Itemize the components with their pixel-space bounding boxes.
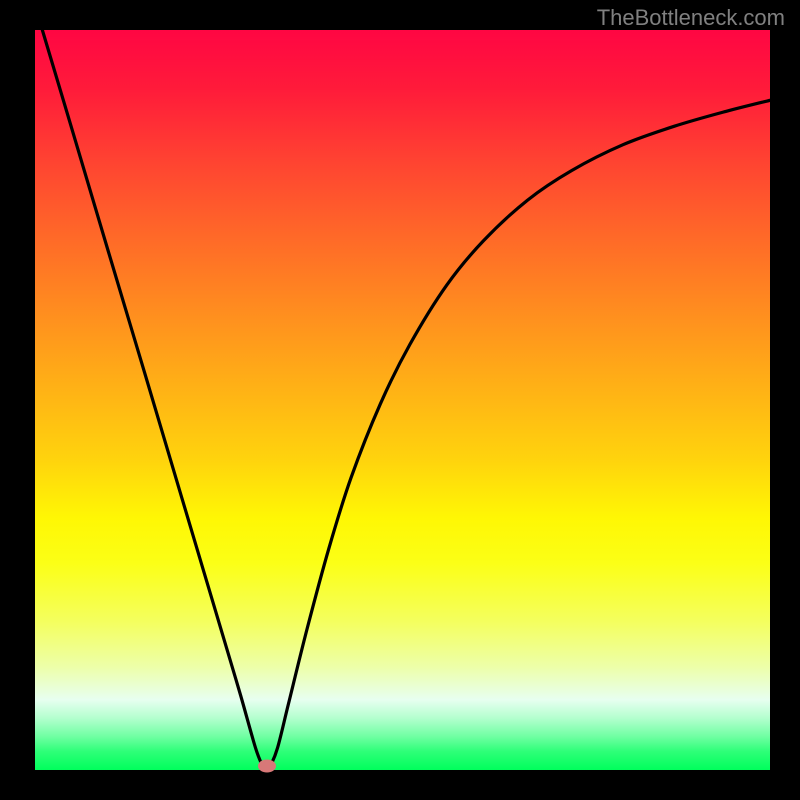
curve-layer [35, 30, 770, 770]
optimum-marker [258, 760, 276, 773]
watermark-text: TheBottleneck.com [597, 5, 785, 31]
plot-area [35, 30, 770, 770]
bottleneck-curve [42, 30, 770, 770]
chart-frame: TheBottleneck.com [0, 0, 800, 800]
